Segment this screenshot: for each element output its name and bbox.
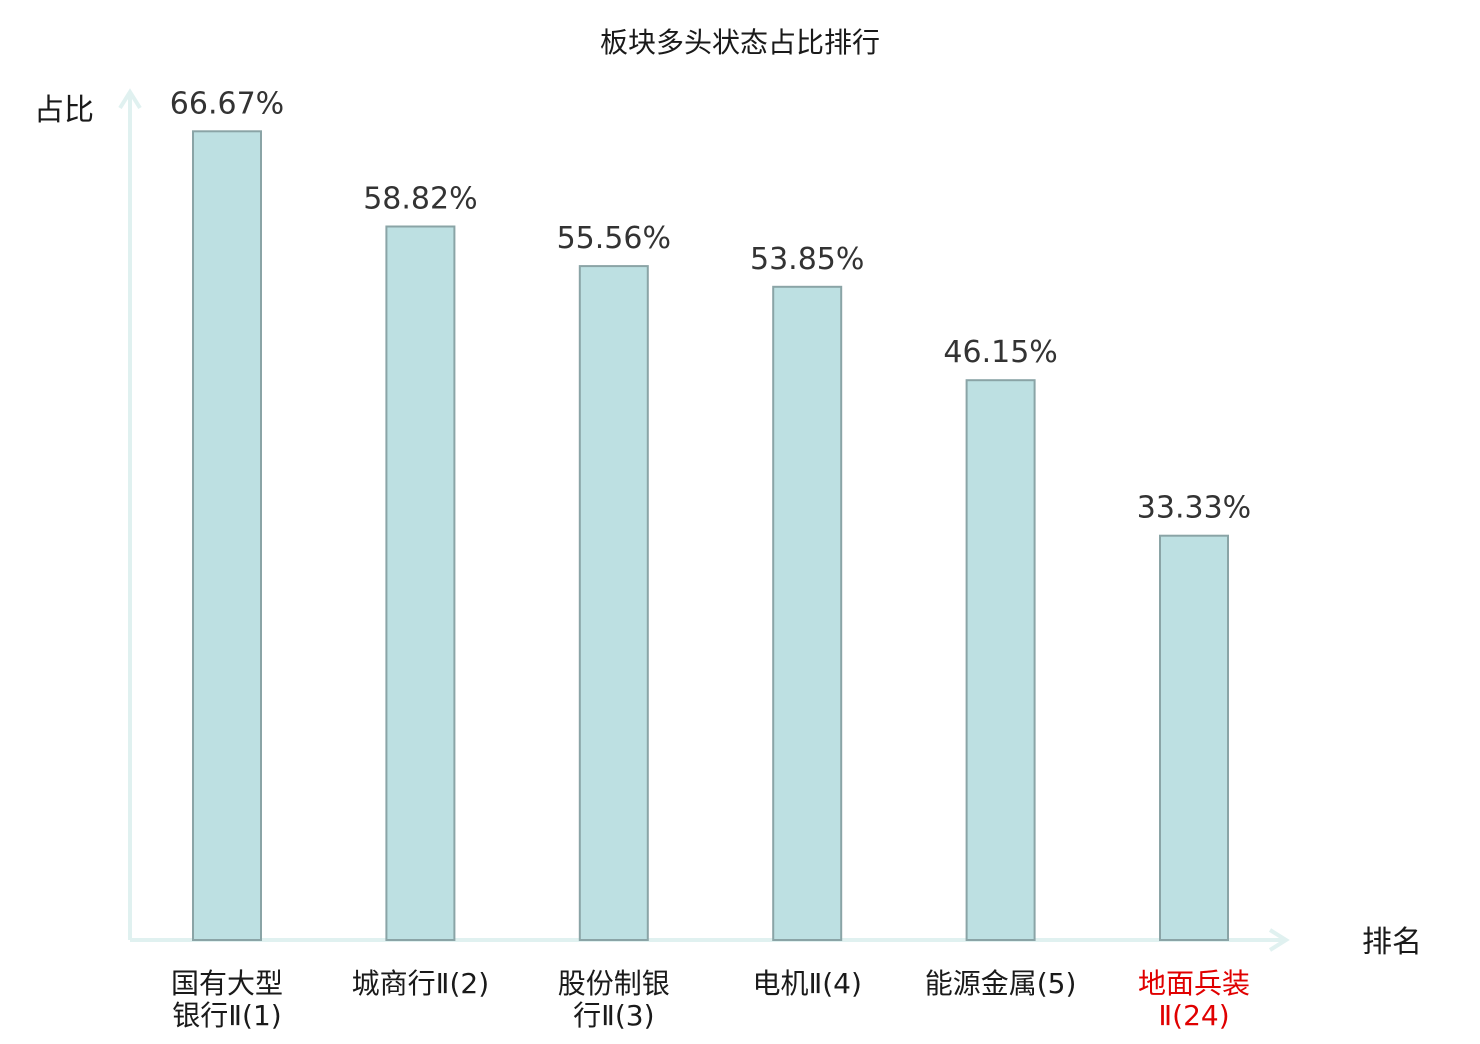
bar-value-label: 58.82% bbox=[363, 182, 477, 217]
category-label: 银行Ⅱ(1) bbox=[172, 999, 281, 1032]
bar-value-label: 66.67% bbox=[170, 86, 284, 121]
category-label: 地面兵装 bbox=[1138, 967, 1250, 1000]
bar bbox=[385, 225, 456, 941]
value-labels: 66.67% 58.82% 55.56% 53.85% 46.15% 33.33% bbox=[170, 86, 1251, 525]
bar-value-label: 55.56% bbox=[557, 221, 671, 256]
y-axis-label: 占比 bbox=[34, 93, 94, 128]
x-axis-arrow bbox=[1268, 928, 1290, 952]
bar-series bbox=[192, 130, 1229, 942]
bar bbox=[965, 379, 1036, 941]
category-label: 城商行Ⅱ(2) bbox=[352, 967, 489, 1000]
bar-value-label: 46.15% bbox=[943, 335, 1057, 370]
bar bbox=[772, 285, 843, 941]
category-label: 电机Ⅱ(4) bbox=[752, 967, 861, 1000]
x-axis-label: 排名 bbox=[1362, 925, 1422, 960]
y-axis-arrow bbox=[118, 88, 142, 110]
bar-value-label: 33.33% bbox=[1137, 491, 1251, 526]
bar bbox=[578, 265, 649, 942]
bar-value-label: 53.85% bbox=[750, 242, 864, 277]
category-label: 行Ⅱ(3) bbox=[573, 999, 654, 1032]
category-label: 股份制银 bbox=[558, 967, 670, 1000]
bar bbox=[1159, 534, 1229, 941]
category-label: Ⅱ(24) bbox=[1158, 999, 1229, 1032]
bar bbox=[192, 130, 262, 942]
category-label: 国有大型 bbox=[171, 967, 283, 1000]
category-label: 能源金属(5) bbox=[925, 967, 1077, 1000]
chart-title: 板块多头状态占比排行 bbox=[600, 26, 880, 59]
